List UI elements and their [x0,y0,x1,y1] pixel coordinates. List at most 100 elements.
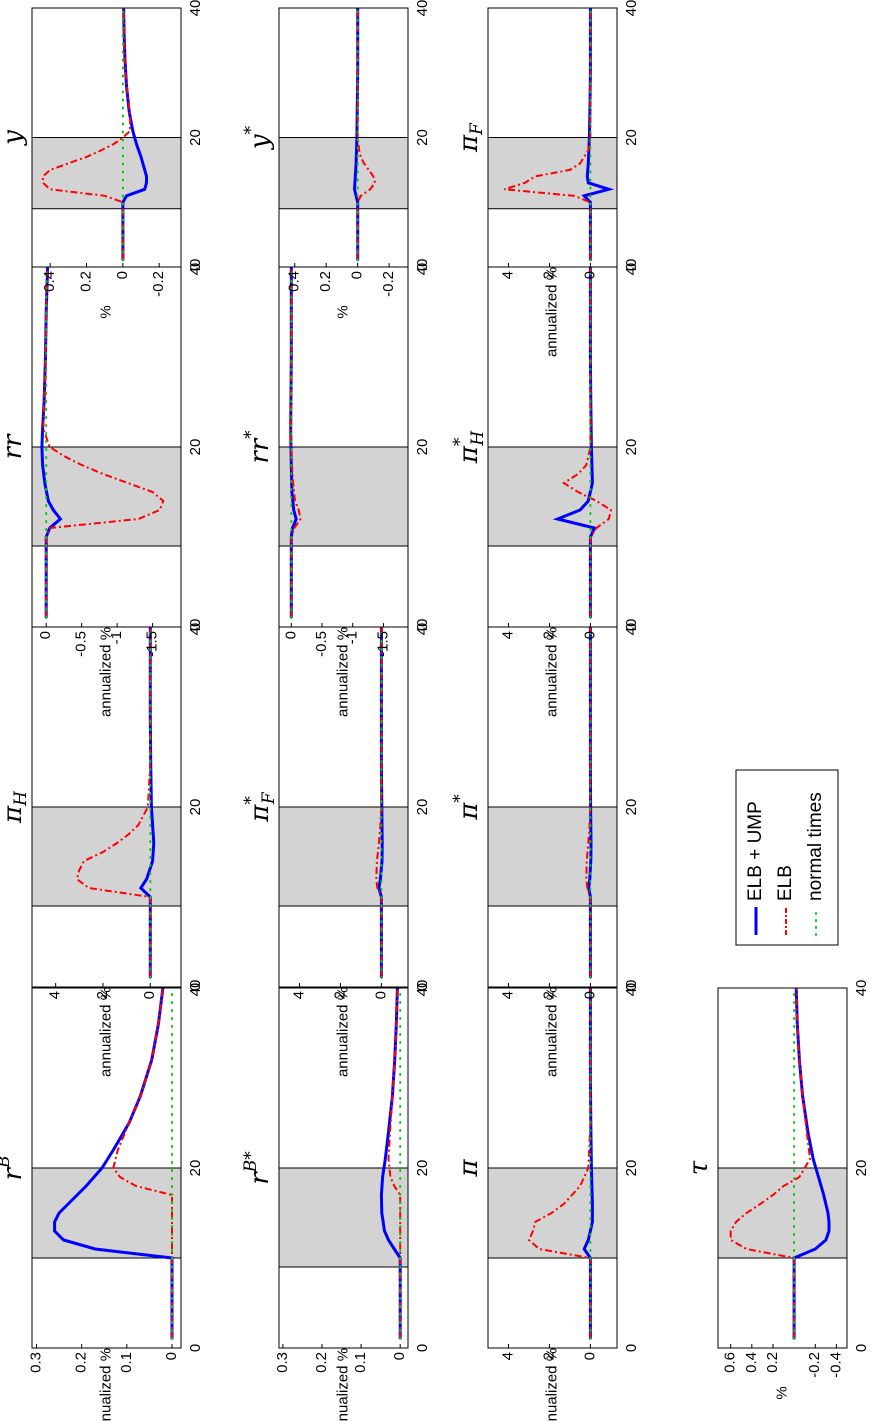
y-tick-label: 0.2 [317,271,334,292]
series-line-elb-ump [552,267,597,618]
x-tick-label: 40 [623,980,640,997]
x-tick-label: 40 [187,0,204,16]
y-axis-label: annualized % [334,627,351,717]
y-axis-label: annualized % [543,267,560,357]
y-tick-label: 0.2 [764,1352,781,1373]
x-tick-label: 0 [414,263,431,271]
series-line-elb [112,987,173,1339]
panel-y: 0 20 40 -0.2 0 0.2 0.4% y [0,0,204,319]
y-axis-label: annualized % [543,1348,560,1421]
y-tick-label: 0 [141,991,158,999]
series-line-elb [375,627,383,978]
y-axis-label: annualized % [334,1348,351,1421]
y-tick-label: 0.6 [722,1352,739,1373]
series-line-elb-ump [792,987,831,1339]
svg-text:π*: π* [450,794,485,821]
legend-label: ELB [775,865,796,901]
svg-text:rB: rB [0,1156,28,1181]
svg-text:πH: πH [0,790,31,824]
y-tick-label: -0.2 [806,1352,823,1378]
y-axis-label: annualized % [334,987,351,1077]
x-tick-label: 20 [414,1160,431,1177]
y-axis-label: % [334,305,351,318]
y-tick-label: 0 [114,271,131,279]
x-tick-label: 40 [187,259,204,276]
y-tick-label: -1.5 [144,631,161,657]
y-tick-label: 0.3 [274,1352,291,1373]
y-tick-label: -0.2 [150,271,167,297]
legend-label: ELB + UMP [745,801,766,901]
x-tick-label: 20 [623,129,640,146]
x-tick-label: 20 [187,439,204,456]
x-tick-label: 20 [187,1160,204,1177]
x-tick-label: 0 [623,263,640,271]
panel-title-piH*: π*H [450,430,488,465]
elb-period-shade [31,1167,182,1259]
series-line-elb-ump [40,266,63,618]
y-tick-label: 0 [372,991,389,999]
legend: ELB + UMP ELB normal times [735,769,839,946]
y-tick-label: 2 [540,1352,557,1360]
y-tick-label: 0.1 [118,1352,135,1373]
panel-rr: 0 20 40 -1.5 -1 -0.5 0 annualized % rr [0,259,204,717]
y-axis-label: % [773,1386,790,1399]
svg-text:rB*: rB* [241,1151,276,1185]
series-line-elb [356,8,377,261]
elb-period-shade [278,137,409,210]
series-line-elb-ump [138,627,156,978]
series-line-elb [504,8,592,261]
series-line-elb-ump [581,8,615,261]
x-tick-label: 20 [187,799,204,816]
y-tick-label: 0 [163,1352,180,1360]
y-tick-label: 4 [499,271,516,279]
y-tick-label: 2 [331,991,348,999]
x-tick-label: 20 [414,799,431,816]
x-tick-label: 0 [623,983,640,991]
panel-title-y: y [0,130,28,146]
x-tick-label: 20 [414,439,431,456]
elb-period-shade [278,806,409,907]
y-tick-label: 0 [37,631,54,639]
y-tick-label: 0.4 [743,1352,760,1373]
svg-text:rr*: rr* [241,430,276,464]
elb-period-shade [31,137,182,210]
y-tick-label: 0 [349,271,366,279]
x-tick-label: 0 [414,983,431,991]
y-tick-label: 2 [540,271,557,279]
elb-period-shade [278,446,409,547]
x-tick-label: 40 [623,259,640,276]
panel-title-piH: πH [0,790,31,824]
elb-period-shade [487,806,618,907]
x-tick-label: 40 [853,980,870,997]
panel-title-pi: π [454,1159,484,1178]
panel-title-piF*: π*F [241,791,279,823]
y-tick-label: -1 [344,631,361,644]
series-line-elb [387,987,402,1339]
y-axis-label: annualized % [543,987,560,1077]
y-tick-label: -0.4 [827,1352,844,1378]
y-tick-label: -0.2 [380,271,397,297]
y-tick-label: 4 [499,991,516,999]
x-tick-label: 20 [623,1160,640,1177]
panel-tau: 0 20 40 -0.4-0.2 0.20.40.6% τ [684,980,870,1400]
panel-title-y*: y* [241,125,276,150]
elb-period-shade [487,446,618,547]
series-line-elb-ump [379,987,402,1339]
legend-label: normal times [805,792,826,901]
panel-title-rr: rr [0,433,28,459]
y-tick-label: 4 [290,991,307,999]
y-tick-label: 0.4 [286,271,303,292]
y-axis-label: annualized % [97,987,114,1077]
y-tick-label: -0.5 [313,631,330,657]
y-tick-label: 2 [540,631,557,639]
y-tick-label: 0.4 [41,271,58,292]
elb-period-shade [31,446,182,547]
x-tick-label: 40 [414,619,431,636]
x-tick-label: 0 [414,1344,431,1352]
y-tick-label: 0 [391,1352,408,1360]
y-tick-label: -0.5 [73,631,90,657]
